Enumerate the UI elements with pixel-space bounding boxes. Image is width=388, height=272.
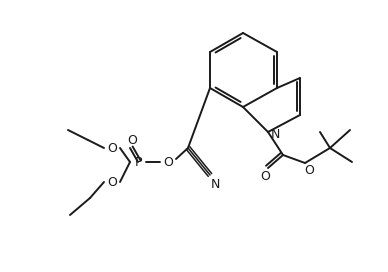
Text: O: O (127, 134, 137, 147)
Text: O: O (107, 175, 117, 188)
Text: O: O (260, 169, 270, 183)
Text: O: O (107, 141, 117, 154)
Text: O: O (304, 165, 314, 178)
Text: N: N (210, 178, 220, 190)
Text: O: O (163, 156, 173, 168)
Text: P: P (134, 156, 142, 168)
Text: N: N (270, 128, 280, 141)
